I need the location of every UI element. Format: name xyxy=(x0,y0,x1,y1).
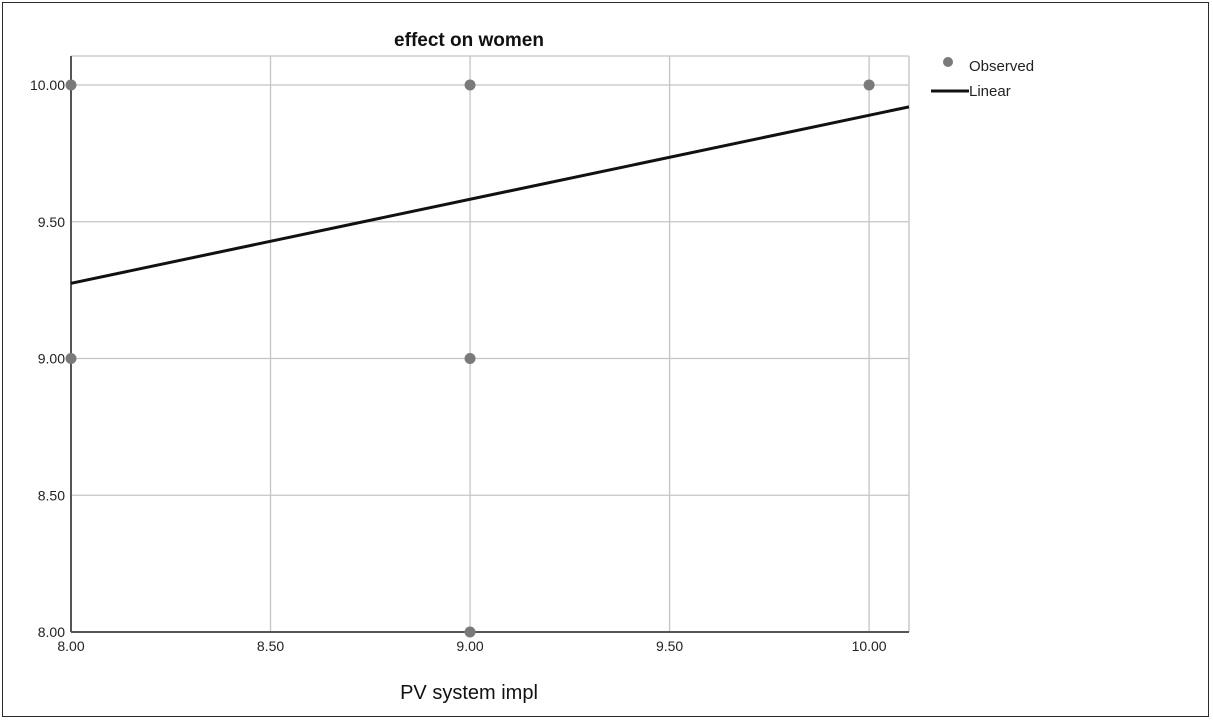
linear-fit xyxy=(70,105,910,285)
x-tick-label: 10.00 xyxy=(852,638,887,654)
x-tick-label: 9.50 xyxy=(656,638,683,654)
observed-point xyxy=(65,79,77,91)
chart-title: effect on women xyxy=(394,30,544,51)
legend-swatch-observed xyxy=(943,57,953,67)
axes xyxy=(70,56,909,633)
x-axis-label: PV system impl xyxy=(400,682,538,704)
y-tick-label: 10.00 xyxy=(30,77,65,93)
y-tick-label: 8.50 xyxy=(38,487,65,503)
y-tick-label: 9.50 xyxy=(38,214,65,230)
linear-fit-line xyxy=(70,105,910,285)
observed-point xyxy=(464,79,476,91)
x-tick-label: 8.50 xyxy=(257,638,284,654)
y-tick-label: 9.00 xyxy=(38,351,65,367)
observed-point xyxy=(863,79,875,91)
chart-svg: 8.00 8.50 9.00 9.50 10.00 8.00 8.50 9.00 9.50 10… xyxy=(30,30,1034,704)
y-tick-label: 8.00 xyxy=(38,624,65,640)
observed-point xyxy=(65,353,77,364)
x-tick-label: 9.00 xyxy=(456,638,483,654)
observed-point xyxy=(464,626,476,638)
observed-points xyxy=(65,79,875,638)
observed-point xyxy=(464,353,476,364)
x-tick-labels: 8.00 8.50 9.00 9.50 10.00 xyxy=(57,638,886,654)
legend-label: Observed xyxy=(969,58,1034,75)
legend: Observed Linear xyxy=(931,57,1034,100)
legend-label: Linear xyxy=(969,83,1011,100)
x-tick-label: 8.00 xyxy=(57,638,84,654)
y-tick-labels: 8.00 8.50 9.00 9.50 10.00 xyxy=(30,77,65,640)
grid xyxy=(71,55,910,632)
